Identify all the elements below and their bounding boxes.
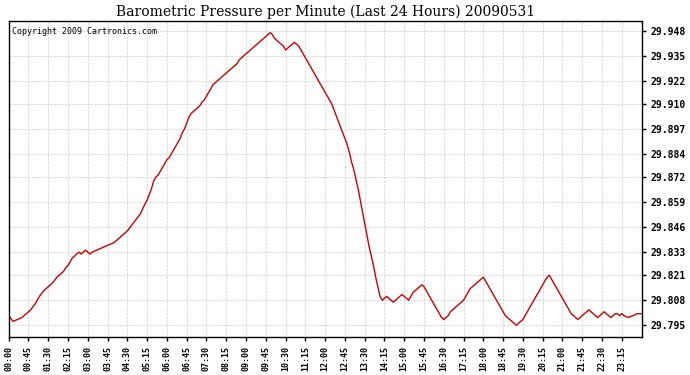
Title: Barometric Pressure per Minute (Last 24 Hours) 20090531: Barometric Pressure per Minute (Last 24 … [115,4,535,18]
Text: Copyright 2009 Cartronics.com: Copyright 2009 Cartronics.com [12,27,157,36]
